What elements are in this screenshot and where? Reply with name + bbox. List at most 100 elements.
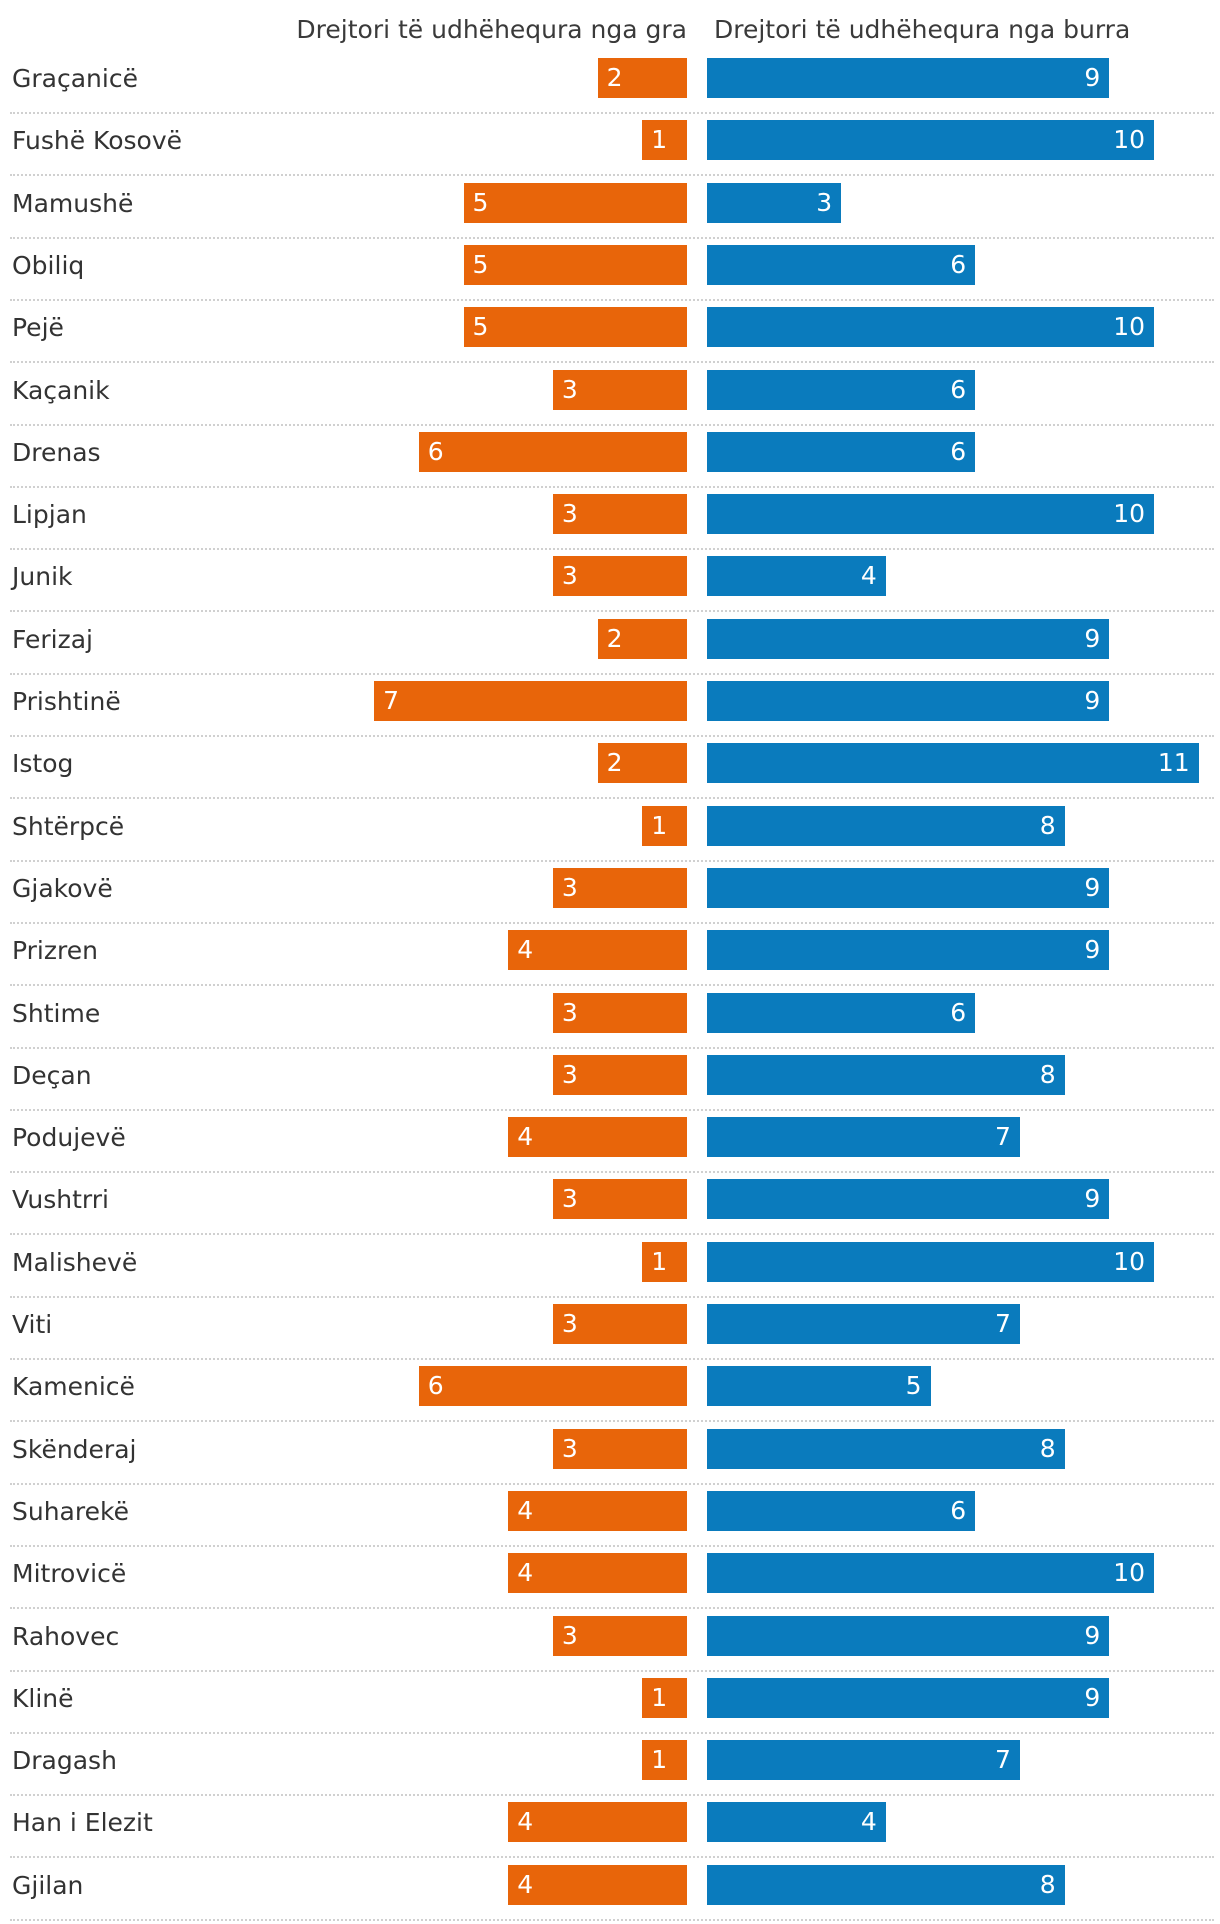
chart-row: Prizren 4 9 <box>0 927 1220 989</box>
women-value-label: 3 <box>561 1433 578 1463</box>
women-value-label: 1 <box>651 1682 668 1712</box>
men-bar: 4 <box>707 1802 886 1843</box>
women-value-label: 6 <box>427 436 444 466</box>
category-label: Kamenicë <box>12 1372 135 1402</box>
women-value-label: 4 <box>517 1122 534 1152</box>
women-bar: 4 <box>508 1553 687 1594</box>
chart-row: Istog 2 11 <box>0 740 1220 802</box>
men-value-label: 7 <box>994 1122 1011 1152</box>
men-value-label: 9 <box>1084 1184 1101 1214</box>
women-bar: 1 <box>642 805 687 846</box>
chart-row: Gjakovë 3 9 <box>0 865 1220 927</box>
category-label: Prishtinë <box>12 687 121 716</box>
men-value-label: 6 <box>950 1495 967 1525</box>
men-bar: 6 <box>707 431 976 472</box>
women-value-label: 3 <box>561 561 578 591</box>
women-bar: 4 <box>508 930 687 971</box>
men-value-label: 6 <box>950 374 967 404</box>
category-label: Ferizaj <box>12 624 94 654</box>
men-value-label: 9 <box>1084 1620 1101 1650</box>
category-label: Rahovec <box>12 1621 120 1651</box>
category-label: Fushë Kosovë <box>12 126 182 156</box>
chart-row: Viti 3 7 <box>0 1301 1220 1363</box>
men-value-label: 9 <box>1084 686 1101 715</box>
men-bar: 7 <box>707 1740 1020 1781</box>
category-label: Kaçanik <box>12 375 110 405</box>
chart-row: Podujevë 4 7 <box>0 1114 1220 1176</box>
women-value-label: 3 <box>561 1184 578 1214</box>
category-label: Podujevë <box>12 1123 126 1153</box>
men-value-label: 9 <box>1084 63 1101 92</box>
row-divider <box>10 298 1214 301</box>
row-divider <box>10 610 1214 613</box>
category-label: Han i Elezit <box>12 1808 153 1838</box>
men-bar: 7 <box>707 1304 1020 1344</box>
chart-row: Skënderaj 3 8 <box>0 1426 1220 1488</box>
women-bar: 3 <box>552 1428 687 1469</box>
women-bar: 1 <box>642 120 687 161</box>
row-divider <box>10 1918 1214 1921</box>
row-divider <box>10 797 1214 800</box>
men-bar: 11 <box>707 743 1199 784</box>
men-bar: 9 <box>707 867 1110 908</box>
men-bar: 8 <box>707 805 1065 846</box>
men-value-label: 8 <box>1039 810 1056 840</box>
women-value-label: 1 <box>651 810 668 840</box>
category-label: Klinë <box>12 1683 74 1713</box>
men-value-label: 4 <box>860 1807 877 1837</box>
men-value-label: 7 <box>994 1309 1011 1338</box>
women-value-label: 1 <box>651 1246 668 1276</box>
women-value-label: 6 <box>427 1371 444 1401</box>
men-value-label: 10 <box>1113 499 1145 529</box>
category-label: Prizren <box>12 936 98 966</box>
men-bar: 10 <box>707 307 1154 348</box>
men-bar: 9 <box>707 1615 1110 1656</box>
men-value-label: 9 <box>1084 872 1101 902</box>
women-value-label: 1 <box>651 125 668 155</box>
row-divider <box>10 423 1214 426</box>
chart-row: Malishevë 1 10 <box>0 1239 1220 1301</box>
men-bar: 6 <box>707 244 976 285</box>
men-value-label: 6 <box>950 249 967 279</box>
row-divider <box>10 1108 1214 1111</box>
men-bar: 7 <box>707 1117 1020 1158</box>
men-bar: 6 <box>707 992 976 1033</box>
men-bar: 8 <box>707 1428 1065 1469</box>
category-label: Deçan <box>12 1060 92 1090</box>
category-label: Obiliq <box>12 250 85 280</box>
women-bar: 2 <box>597 618 687 659</box>
men-bar: 4 <box>707 556 886 597</box>
chart-row: Junik 3 4 <box>0 553 1220 615</box>
women-value-label: 4 <box>517 935 534 965</box>
row-divider <box>10 548 1214 551</box>
row-divider <box>10 1669 1214 1672</box>
category-label: Shtime <box>12 998 101 1028</box>
row-divider <box>10 1295 1214 1298</box>
category-label: Pejë <box>12 313 64 343</box>
men-bar: 10 <box>707 1241 1154 1282</box>
chart-row: Prishtinë 7 9 <box>0 678 1220 740</box>
chart-row: Kamenicë 6 5 <box>0 1363 1220 1425</box>
men-value-label: 8 <box>1039 1433 1056 1463</box>
women-value-label: 7 <box>383 686 399 715</box>
men-value-label: 9 <box>1084 935 1101 965</box>
category-label: Junik <box>12 562 73 592</box>
men-value-label: 10 <box>1113 125 1145 155</box>
row-divider <box>10 1794 1214 1797</box>
chart-row: Obiliq 5 6 <box>0 242 1220 304</box>
row-divider <box>10 236 1214 239</box>
chart-row: Pejë 5 10 <box>0 304 1220 366</box>
women-bar: 1 <box>642 1677 687 1718</box>
men-value-label: 6 <box>950 997 967 1027</box>
chart-row: Graçanicë 2 9 <box>0 55 1220 117</box>
men-value-label: 10 <box>1113 1558 1145 1588</box>
category-label: Viti <box>12 1310 53 1339</box>
women-value-label: 4 <box>517 1869 534 1899</box>
women-bar: 6 <box>418 431 687 472</box>
women-value-label: 3 <box>561 1059 578 1089</box>
men-bar: 9 <box>707 618 1110 659</box>
category-label: Suharekë <box>12 1496 129 1526</box>
chart-row: Drenas 6 6 <box>0 429 1220 491</box>
women-value-label: 3 <box>561 374 578 404</box>
